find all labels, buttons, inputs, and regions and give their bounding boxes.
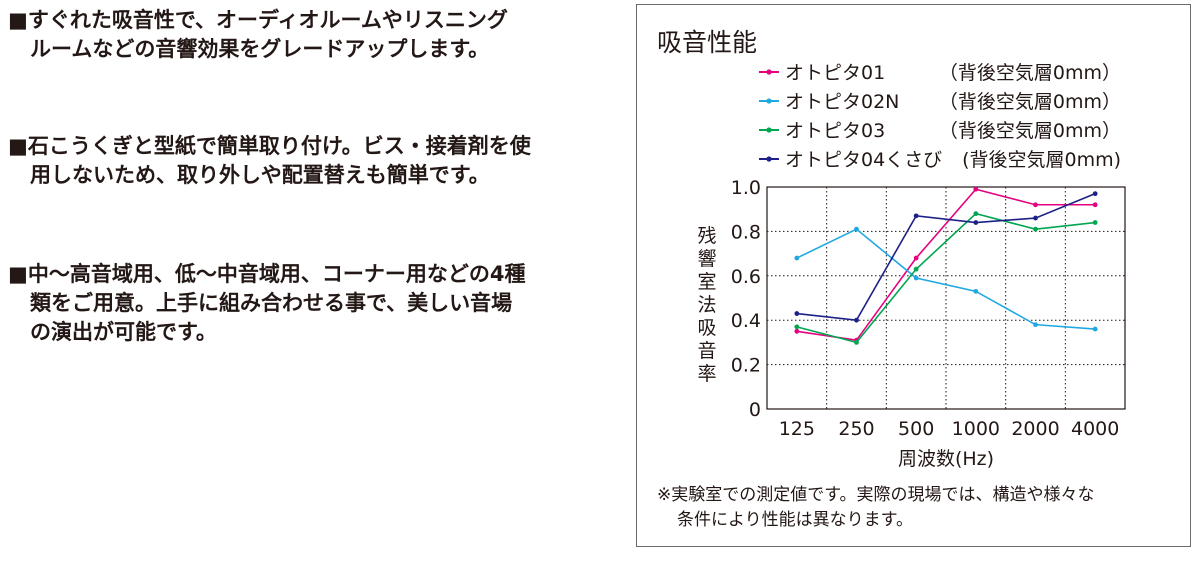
x-axis-label: 周波数(Hz)	[898, 448, 994, 470]
series-3-point-4	[973, 211, 979, 217]
series-line-3	[796, 212, 1096, 344]
legend-label-3: オトピタ03	[785, 120, 885, 142]
feature-1-line-2: ルームなどの音響効果をグレードアップします。	[30, 37, 490, 61]
legend-condition-2: （背後空気層0mm）	[939, 91, 1121, 113]
series-4-point-3	[913, 213, 919, 219]
series-line-4	[796, 192, 1096, 322]
series-1-point-6	[1092, 202, 1098, 208]
legend-label-4: オトピタ04くさび	[785, 149, 942, 171]
legend-marker-4	[766, 156, 772, 162]
series-2-point-2	[854, 226, 859, 232]
series-1-point-3	[913, 255, 919, 261]
series-3-point-1	[794, 324, 800, 330]
series-4-point-1	[794, 311, 800, 316]
feature-3-line-1: ■中～高音域用、低～中音域用、コーナー用などの4種	[8, 262, 526, 286]
series-2-point-1	[794, 255, 800, 261]
series-1-point-5	[1033, 202, 1038, 208]
measurement-note: ※実験室での測定値です。実際の現場では、構造や様々な 条件により性能は異なります…	[657, 483, 1095, 533]
series-4-point-6	[1092, 191, 1098, 197]
note-line-2: 条件により性能は異なります。	[677, 510, 913, 530]
series-line-1	[796, 188, 1096, 342]
legend-marker-2	[766, 98, 772, 104]
legend-marker-3	[766, 127, 772, 133]
chart-title: 吸音性能	[657, 28, 757, 57]
y-tick-label-1: 0.2	[731, 355, 761, 377]
x-tick-label-1: 250	[838, 418, 874, 440]
x-tick-label-0: 125	[779, 418, 815, 440]
y-tick-label-5: 1.0	[731, 177, 761, 199]
feature-3-line-2: 類をご用意。上手に組み合わせる事で、美しい音場	[30, 291, 513, 315]
legend-label-1: オトピタ01	[785, 62, 885, 84]
series-4-point-5	[1033, 215, 1038, 221]
legend-marker-1	[766, 69, 772, 75]
x-tick-label-2: 500	[898, 418, 934, 440]
series-2-point-4	[973, 288, 979, 294]
x-tick-label-3: 1000	[952, 418, 1000, 440]
feature-2-line-1: ■石こうくぎと型紙で簡単取り付け。ビス・接着剤を使	[8, 134, 531, 158]
legend-label-2: オトピタ02N	[785, 91, 899, 113]
series-3-point-6	[1092, 220, 1098, 225]
absorption-chart-panel: 吸音性能オトピタ01 （背後空気層0mm） オトピタ02N （背後空気層0mm） オトピ…	[636, 4, 1191, 547]
feature-item-3: ■中～高音域用、低～中音域用、コーナー用などの4種 類をご用意。上手に組み合わせ…	[8, 260, 608, 347]
y-axis-label: 残響室法吸音率	[697, 225, 716, 385]
feature-1-line-1: ■すぐれた吸音性で、オーディオルームやリスニング	[8, 8, 508, 32]
series-1-point-1	[794, 328, 800, 334]
feature-2-line-2: 用しないため、取り外しや配置替えも簡単です。	[30, 163, 490, 187]
series-3-point-5	[1033, 226, 1038, 232]
y-tick-label-2: 0.4	[731, 310, 761, 332]
y-tick-label-3: 0.6	[731, 266, 761, 288]
y-tick-label-0: 0	[749, 399, 761, 421]
feature-item-2: ■石こうくぎと型紙で簡単取り付け。ビス・接着剤を使 用しないため、取り外しや配置…	[8, 132, 608, 190]
series-line-2	[796, 228, 1096, 330]
feature-3-line-3: の演出が可能です。	[30, 320, 217, 344]
legend-condition-1: （背後空気層0mm）	[939, 62, 1121, 84]
series-3-point-3	[913, 266, 919, 272]
series-2-point-6	[1092, 326, 1098, 332]
series-2-point-5	[1033, 322, 1038, 328]
x-tick-label-4: 2000	[1011, 418, 1059, 440]
plot-frame	[766, 186, 1126, 410]
series-4-point-2	[854, 317, 859, 323]
x-tick-label-5: 4000	[1071, 418, 1119, 440]
series-1-point-4	[973, 186, 979, 192]
legend-condition-4: (背後空気層0mm)	[962, 149, 1121, 171]
series-2-point-3	[913, 275, 919, 281]
feature-item-1: ■すぐれた吸音性で、オーディオルームやリスニング ルームなどの音響効果をグレード…	[8, 6, 608, 64]
series-4-point-4	[973, 220, 979, 225]
note-line-1: ※実験室での測定値です。実際の現場では、構造や様々な	[657, 485, 1095, 505]
legend-condition-3: （背後空気層0mm）	[939, 120, 1121, 142]
series-3-point-2	[854, 340, 859, 345]
y-tick-label-4: 0.8	[731, 221, 761, 243]
